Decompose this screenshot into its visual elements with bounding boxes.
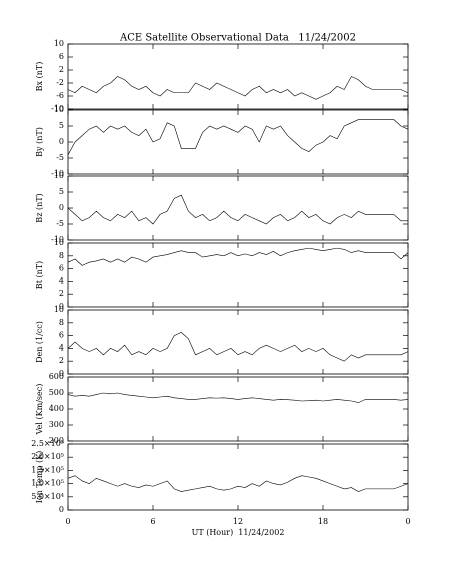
x-tick-label: 0 — [405, 517, 410, 526]
y-axis-label: Bx (nT) — [35, 62, 44, 92]
panel-frame — [67, 242, 409, 308]
y-tick-label: 0 — [59, 137, 64, 146]
y-tick-label: 10 — [54, 305, 64, 314]
y-axis-label: Bt (nT) — [35, 261, 44, 289]
x-tick-label: 0 — [65, 517, 70, 526]
panel-frame — [67, 376, 409, 442]
y-axis-label: Ion Temp (K) — [35, 451, 44, 504]
x-tick-label: 6 — [150, 517, 155, 526]
y-tick-label: 10 — [54, 39, 64, 48]
y-tick-label: 5 — [59, 121, 64, 130]
panel-frame — [67, 443, 409, 511]
data-line — [67, 475, 409, 492]
y-tick-label: 2.0×10⁵ — [31, 452, 64, 461]
y-tick-label: 400 — [49, 404, 64, 413]
y-axis-label: Den (1/cc) — [35, 321, 44, 363]
y-tick-label: 2 — [59, 65, 64, 74]
panel-frame — [67, 43, 409, 110]
x-tick-label: 18 — [318, 517, 328, 526]
y-tick-label: -2 — [56, 78, 64, 87]
data-line — [67, 194, 408, 225]
y-tick-label: 600 — [49, 372, 64, 381]
y-tick-label: -5 — [56, 153, 64, 162]
y-tick-label: 2 — [59, 356, 64, 365]
y-tick-label: 10 — [54, 238, 64, 247]
y-tick-label: 6 — [59, 264, 64, 273]
y-tick-label: 8 — [59, 318, 64, 327]
y-tick-label: 2.5×10⁵ — [31, 439, 64, 448]
y-tick-label: 0 — [59, 369, 64, 378]
y-tick-label: -10 — [51, 104, 64, 113]
x-axis-label: UT (Hour) 11/24/2002 — [192, 528, 285, 537]
chart-title: ACE Satellite Observational Data 11/24/2… — [119, 33, 356, 44]
y-tick-label: 4 — [59, 343, 64, 352]
y-tick-label: 4 — [59, 276, 64, 285]
data-line — [67, 119, 409, 155]
y-tick-label: -6 — [56, 91, 64, 100]
panel-frame — [67, 309, 409, 375]
y-tick-label: 2 — [59, 289, 64, 298]
y-tick-label: 0 — [59, 505, 64, 514]
y-tick-label: 500 — [49, 388, 64, 397]
panel-frame — [67, 175, 409, 241]
y-tick-label: 10 — [54, 171, 64, 180]
y-tick-label: 1.5×10⁵ — [31, 465, 64, 474]
y-tick-label: 8 — [59, 251, 64, 260]
y-tick-label: 5 — [59, 187, 64, 196]
y-tick-label: -10 — [51, 235, 64, 244]
y-tick-label: 0 — [59, 302, 64, 311]
y-tick-label: -5 — [56, 219, 64, 228]
panel-frame — [67, 109, 409, 175]
y-tick-label: 6 — [59, 331, 64, 340]
y-axis-label: Bz (nT) — [35, 193, 44, 222]
y-axis-label: Vel (Km/sec) — [35, 384, 44, 436]
y-tick-label: 5.0×10⁴ — [31, 492, 64, 501]
y-axis-label: By (nT) — [35, 127, 44, 157]
y-tick-label: 10 — [54, 105, 64, 114]
y-tick-label: 6 — [59, 52, 64, 61]
y-tick-label: 1.0×10⁵ — [31, 479, 64, 488]
y-tick-label: 0 — [59, 203, 64, 212]
data-line — [67, 392, 409, 403]
y-tick-label: 300 — [49, 420, 64, 429]
data-line — [67, 76, 409, 100]
data-line — [67, 332, 409, 362]
data-line — [67, 247, 409, 266]
x-tick-label: 12 — [233, 517, 243, 526]
y-tick-label: 200 — [49, 436, 64, 445]
y-tick-label: -10 — [51, 169, 64, 178]
